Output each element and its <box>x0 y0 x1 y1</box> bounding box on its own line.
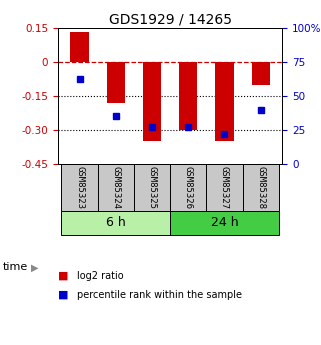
Text: GSM85327: GSM85327 <box>220 166 229 209</box>
Bar <box>98 164 134 211</box>
Bar <box>71 32 89 62</box>
Bar <box>206 164 243 211</box>
Text: GSM85325: GSM85325 <box>148 166 157 209</box>
Bar <box>252 62 270 85</box>
Text: log2 ratio: log2 ratio <box>77 271 124 281</box>
Text: 6 h: 6 h <box>106 216 126 229</box>
Bar <box>134 164 170 211</box>
Text: ▶: ▶ <box>30 263 38 272</box>
Text: 24 h: 24 h <box>211 216 238 229</box>
Bar <box>143 62 161 141</box>
Text: time: time <box>3 263 29 272</box>
Bar <box>243 164 279 211</box>
Text: GSM85328: GSM85328 <box>256 166 265 209</box>
Bar <box>179 62 197 130</box>
Text: ■: ■ <box>58 271 68 281</box>
Bar <box>107 62 125 103</box>
Bar <box>170 211 279 235</box>
Bar <box>61 164 98 211</box>
Bar <box>170 164 206 211</box>
Text: ■: ■ <box>58 290 68 300</box>
Text: GSM85323: GSM85323 <box>75 166 84 209</box>
Text: percentile rank within the sample: percentile rank within the sample <box>77 290 242 300</box>
Bar <box>61 211 170 235</box>
Title: GDS1929 / 14265: GDS1929 / 14265 <box>108 12 232 27</box>
Text: GSM85326: GSM85326 <box>184 166 193 209</box>
Bar <box>215 62 234 141</box>
Text: GSM85324: GSM85324 <box>111 166 120 209</box>
